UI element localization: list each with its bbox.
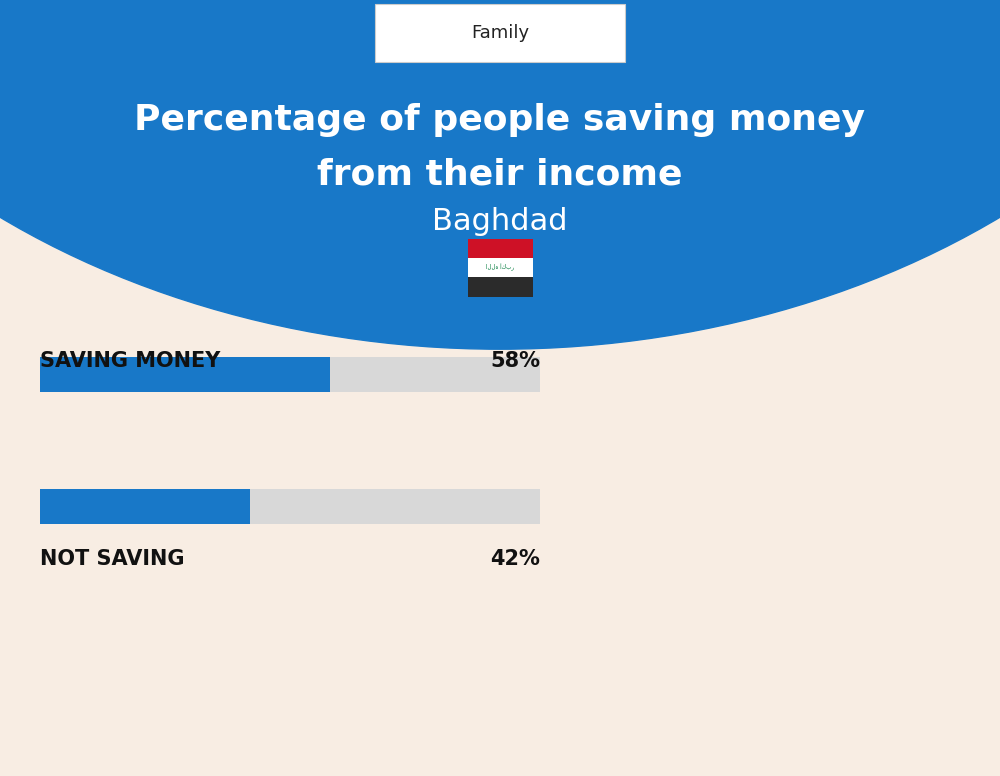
FancyBboxPatch shape — [40, 489, 250, 524]
FancyBboxPatch shape — [468, 277, 532, 296]
FancyBboxPatch shape — [375, 4, 625, 62]
Text: Baghdad: Baghdad — [432, 206, 568, 236]
FancyBboxPatch shape — [468, 258, 532, 277]
Text: 42%: 42% — [490, 549, 540, 569]
FancyBboxPatch shape — [468, 239, 532, 258]
Text: الله أكبر: الله أكبر — [486, 264, 514, 272]
Text: SAVING MONEY: SAVING MONEY — [40, 351, 220, 371]
Circle shape — [0, 0, 1000, 349]
FancyBboxPatch shape — [40, 489, 540, 524]
FancyBboxPatch shape — [40, 357, 330, 392]
Text: NOT SAVING: NOT SAVING — [40, 549, 184, 569]
Text: from their income: from their income — [317, 158, 683, 192]
FancyBboxPatch shape — [40, 357, 540, 392]
Text: Family: Family — [471, 24, 529, 42]
Text: Percentage of people saving money: Percentage of people saving money — [134, 103, 866, 137]
Text: 58%: 58% — [490, 351, 540, 371]
